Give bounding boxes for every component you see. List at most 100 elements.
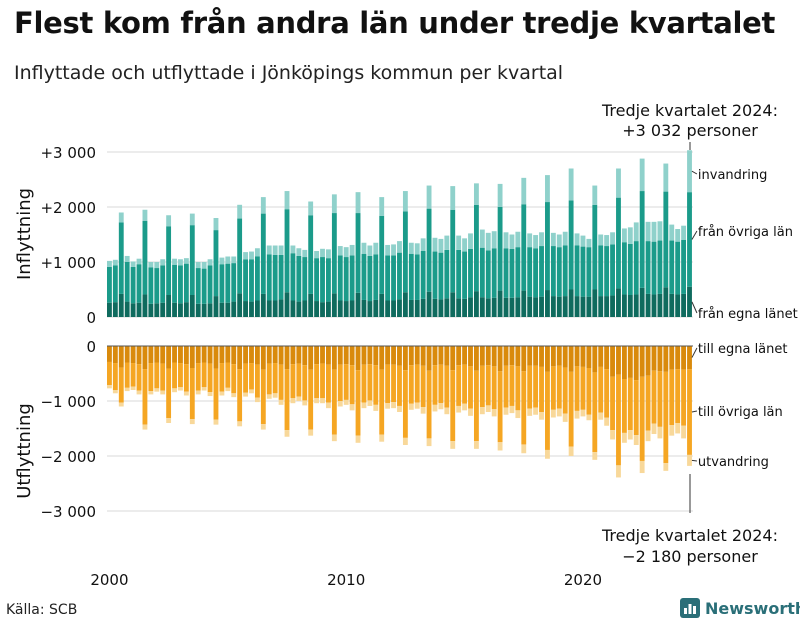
outflow-bar-utvandring: [367, 400, 373, 406]
outflow-bar-egna: [201, 346, 207, 363]
outflow-bar-egna: [657, 346, 663, 372]
outflow-bar-egna: [367, 346, 373, 365]
outflow-bar-ovriga: [367, 364, 373, 401]
top-annotation-line2: +3 032 personer: [622, 121, 758, 140]
outflow-bar-egna: [515, 346, 521, 367]
outflow-bar-egna: [491, 346, 497, 367]
outflow-bar-utvandring: [148, 391, 154, 395]
inflow-bar-ovriga: [130, 266, 136, 304]
outflow-bar-egna: [521, 346, 527, 372]
outflow-bar-egna: [580, 346, 586, 367]
inflow-bar-invandring: [657, 221, 663, 241]
inflow-bar-egna: [314, 301, 320, 317]
inflow-bar-egna: [379, 293, 385, 317]
outflow-bar-utvandring: [302, 400, 308, 406]
inflow-bar-invandring: [533, 235, 539, 249]
outflow-bar-ovriga: [562, 367, 568, 414]
inflow-bar-egna: [450, 292, 456, 317]
inflow-bar-invandring: [420, 238, 426, 251]
inflow-bar-invandring: [616, 168, 621, 198]
inflow-bar-ovriga: [201, 268, 207, 304]
outflow-bar-utvandring: [432, 404, 438, 412]
inflow-bar-egna: [331, 293, 337, 317]
outflow-bar-ovriga: [254, 364, 260, 398]
outflow-bar-egna: [468, 346, 473, 367]
outflow-bar-egna: [509, 346, 515, 366]
inflow-bar-ovriga: [266, 254, 272, 301]
outflow-bar-utvandring: [468, 408, 473, 416]
inflow-bar-egna: [154, 303, 160, 317]
outflow-bar-egna: [681, 346, 687, 370]
outflow-bar-ovriga: [260, 369, 266, 425]
outflow-bar-utvandring: [290, 398, 296, 404]
inflow-bar-invandring: [574, 233, 580, 246]
outflow-bar-utvandring: [136, 390, 142, 395]
outflow-bar-ovriga: [249, 363, 254, 390]
inflow-bar-invandring: [598, 234, 604, 246]
outflow-bar-egna: [651, 346, 657, 371]
brand-name: Newsworthy: [705, 598, 800, 618]
outflow-bar-ovriga: [527, 365, 533, 409]
inflow-bar-egna: [166, 295, 172, 317]
series-label-connector: [691, 347, 698, 358]
outflow-bar-ovriga: [331, 369, 337, 435]
inflow-bar-invandring: [302, 249, 308, 258]
outflow-bar-utvandring: [178, 387, 183, 391]
inflow-bar-invandring: [343, 247, 349, 258]
inflow-bar-egna: [610, 295, 615, 317]
outflow-bar-ovriga: [545, 371, 550, 450]
outflow-bar-utvandring: [391, 402, 396, 409]
outflow-bar-egna: [450, 346, 456, 371]
inflow-bar-ovriga: [610, 244, 615, 296]
inflow-bar-egna: [219, 302, 225, 317]
outflow-bar-ovriga: [207, 363, 213, 393]
inflow-bar-ovriga: [450, 209, 456, 293]
outflow-bar-utvandring: [568, 446, 574, 456]
outflow-bar-ovriga: [669, 369, 675, 426]
inflow-bar-invandring: [432, 237, 438, 252]
outflow-bar-utvandring: [450, 441, 456, 449]
inflow-bar-invandring: [278, 245, 284, 255]
outflow-bar-egna: [272, 346, 278, 364]
inflow-bar-egna: [225, 302, 231, 317]
inflow-bar-egna: [675, 294, 681, 317]
outflow-bar-ovriga: [485, 365, 491, 406]
outflow-bar-egna: [296, 346, 302, 364]
outflow-bar-ovriga: [225, 362, 231, 388]
outflow-bar-utvandring: [326, 402, 331, 409]
inflow-bar-egna: [651, 294, 657, 317]
outflow-bar-utvandring: [343, 399, 349, 405]
outflow-bar-utvandring: [444, 407, 450, 415]
inflow-bar-egna: [586, 296, 592, 317]
inflow-bar-ovriga: [663, 191, 669, 288]
inflow-bar-egna: [172, 302, 177, 317]
inflow-bar-egna: [243, 301, 248, 317]
gridlines: [107, 151, 693, 512]
outflow-bar-egna: [539, 346, 544, 367]
outflow-bar-ovriga: [675, 369, 681, 423]
outflow-bar-ovriga: [213, 368, 219, 420]
inflow-bar-invandring: [527, 233, 533, 248]
inflow-bar-egna: [296, 301, 302, 317]
outflow-bar-egna: [207, 346, 213, 364]
outflow-bar-utvandring: [254, 397, 260, 403]
inflow-bar-egna: [633, 294, 639, 317]
outflow-bar-egna: [320, 346, 325, 364]
outflow-bar-utvandring: [414, 402, 420, 409]
axes-group: 0 +1 000 +2 000 +3 000 0 −1 000 −2 000 −3 000 20…: [40, 144, 693, 589]
outflow-bar-egna: [586, 346, 592, 368]
outflow-bar-utvandring: [331, 434, 337, 442]
inflow-bar-invandring: [687, 150, 692, 193]
outflow-bar-egna: [616, 346, 621, 375]
inflow-bar-invandring: [178, 259, 183, 266]
outflow-bar-egna: [621, 346, 627, 379]
outflow-bar-ovriga: [272, 363, 278, 394]
inflow-bar-egna: [485, 298, 491, 317]
x-tick-label: 2010: [327, 571, 365, 589]
outflow-bar-ovriga: [580, 366, 586, 410]
inflow-bar-invandring: [550, 232, 556, 247]
outflow-bar-egna: [485, 346, 491, 366]
outflow-bar-utvandring: [183, 391, 189, 396]
inflow-bar-ovriga: [166, 226, 172, 295]
outflow-bar-utvandring: [462, 403, 468, 411]
